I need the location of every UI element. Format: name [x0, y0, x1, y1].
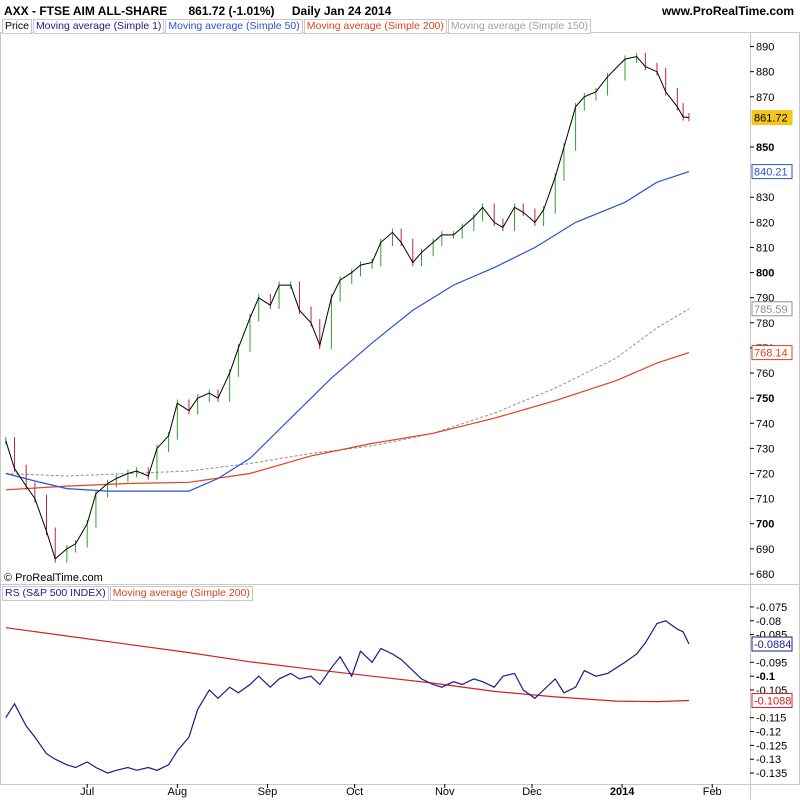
- price-y-tick-label: 700: [756, 519, 774, 531]
- ma200-line: [5, 352, 690, 491]
- symbol-name: AXX - FTSE AIM ALL-SHARE: [4, 4, 168, 18]
- chart-header-title: AXX - FTSE AIM ALL-SHARE 861.72 (-1.01%)…: [4, 4, 391, 18]
- price-panel-frame: [0, 32, 800, 585]
- x-tick-label: Jul: [80, 786, 94, 798]
- ma-value-label: 785.59: [754, 304, 788, 316]
- price-y-tick-label: 820: [756, 217, 774, 229]
- ma150-line: [5, 308, 690, 477]
- price-line: [5, 56, 690, 560]
- ma-value-label-box: [751, 345, 793, 361]
- rs-y-tick-label: -0.12: [756, 727, 781, 739]
- rs-y-tick-label: -0.08: [756, 616, 781, 628]
- legend-rs-ma200[interactable]: Moving average (Simple 200): [109, 586, 253, 601]
- ma50-line: [5, 171, 690, 492]
- price-y-tick-label: 690: [756, 544, 774, 556]
- rs-y-tick-label: -0.115: [756, 713, 786, 725]
- credit-text: © ProRealTime.com: [4, 572, 103, 584]
- rs-value-label-box: [751, 693, 793, 709]
- rs-y-tick-label: -0.135: [756, 768, 787, 780]
- price-value-label: 861.72: [754, 113, 788, 125]
- price-y-tick-label: 720: [756, 468, 774, 480]
- legend-rs[interactable]: RS (S&P 500 INDEX): [2, 586, 109, 601]
- legend-price[interactable]: Price: [2, 19, 32, 34]
- rs-y-tick-label: -0.13: [756, 754, 781, 766]
- ma-value-label-box: [751, 301, 793, 317]
- rs-value-label: -0.1088: [754, 696, 791, 708]
- rs-ma200-line: [5, 627, 690, 703]
- x-tick-label: Oct: [346, 786, 363, 798]
- ma-value-label-box: [751, 164, 793, 180]
- last-change: 861.72 (-1.01%): [188, 4, 275, 18]
- legend-ma50[interactable]: Moving average (Simple 50): [165, 19, 303, 34]
- price-y-tick-label: 890: [756, 42, 774, 54]
- ma-value-label: 840.21: [754, 167, 788, 179]
- x-tick-label: 2014: [610, 786, 635, 798]
- price-legend: Price Moving average (Simple 1) Moving a…: [2, 19, 592, 34]
- price-y-tick-label: 880: [756, 67, 774, 79]
- price-y-tick-label: 780: [756, 318, 774, 330]
- legend-ma200[interactable]: Moving average (Simple 200): [303, 19, 447, 34]
- price-y-tick-label: 740: [756, 418, 774, 430]
- rs-value-label-box: [751, 636, 793, 652]
- rs-y-tick-label: -0.1: [756, 671, 775, 683]
- price-y-tick-label: 800: [756, 268, 774, 280]
- rs-legend: RS (S&P 500 INDEX) Moving average (Simpl…: [2, 586, 254, 601]
- x-tick-label: Feb: [703, 786, 722, 798]
- x-tick-label: Aug: [168, 786, 188, 798]
- rs-y-tick-label: -0.095: [756, 657, 787, 669]
- x-tick-label: Dec: [522, 786, 542, 798]
- website-link[interactable]: www.ProRealTime.com: [661, 4, 794, 18]
- ma-value-label: 768.14: [754, 348, 788, 360]
- price-y-tick-label: 730: [756, 443, 774, 455]
- price-y-tick-label: 850: [756, 142, 774, 154]
- rs-line: [5, 620, 690, 774]
- legend-ma1[interactable]: Moving average (Simple 1): [32, 19, 165, 34]
- legend-ma150[interactable]: Moving average (Simple 150): [447, 19, 592, 34]
- price-value-label-box: [751, 110, 793, 126]
- period-date: Daily Jan 24 2014: [291, 4, 392, 18]
- x-tick-label: Sep: [258, 786, 278, 798]
- price-y-tick-label: 750: [756, 393, 774, 405]
- rs-y-tick-label: -0.125: [756, 740, 787, 752]
- price-y-tick-label: 680: [756, 569, 774, 581]
- rs-y-tick-label: -0.075: [756, 602, 787, 614]
- rs-value-label: -0.0884: [754, 639, 791, 651]
- x-tick-label: Nov: [435, 786, 455, 798]
- price-y-tick-label: 710: [756, 494, 774, 506]
- rs-panel-frame: [0, 584, 800, 785]
- price-y-tick-label: 870: [756, 92, 774, 104]
- price-y-tick-label: 830: [756, 192, 774, 204]
- price-y-tick-label: 810: [756, 242, 774, 254]
- price-y-tick-label: 760: [756, 368, 774, 380]
